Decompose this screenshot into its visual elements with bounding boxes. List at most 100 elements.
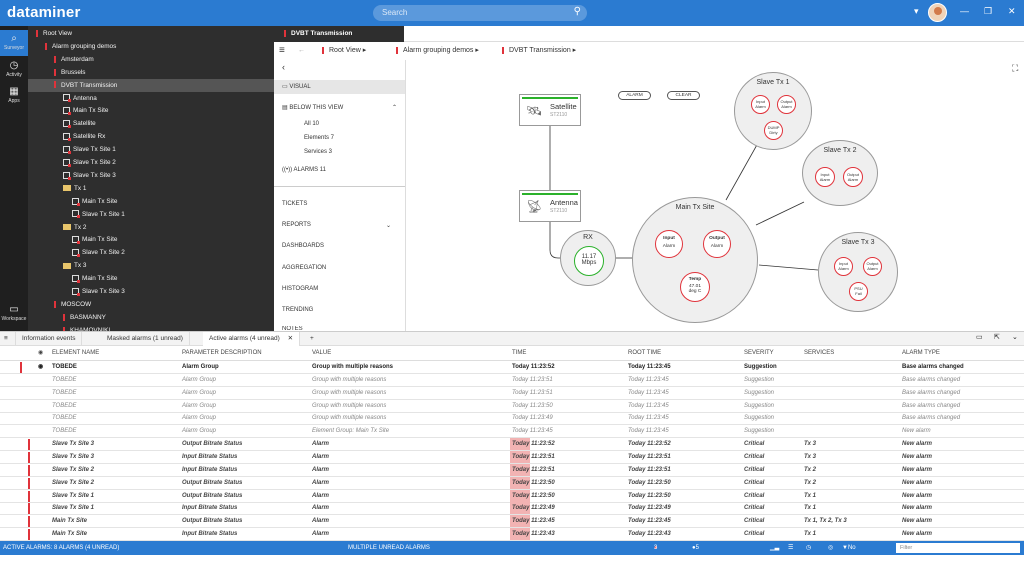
panel-tickets[interactable]: TICKETS: [282, 201, 308, 207]
tree-item[interactable]: Alarm grouping demos: [28, 40, 274, 53]
slave3-psu-sensor[interactable]: PSU Fail: [849, 282, 868, 301]
tree-item[interactable]: Tx 2: [28, 221, 274, 234]
table-row[interactable]: TOBEDE Alarm Group Group with multiple rea…: [0, 387, 1024, 400]
table-row[interactable]: TOBEDE Alarm Group Group with multiple rea…: [0, 412, 1024, 426]
slave3-input-sensor[interactable]: Input Alarm: [834, 257, 853, 276]
collapse-panel-icon[interactable]: ⌄: [1012, 334, 1018, 341]
panel-alarms[interactable]: ((•)) ALARMS 11: [282, 167, 327, 173]
table-row[interactable]: TOBEDE Alarm Group Element Group: Main Tx …: [0, 425, 1024, 439]
breadcrumb-item[interactable]: Alarm grouping demos ▸: [396, 42, 479, 60]
table-row[interactable]: Slave Tx Site 3 Input Bitrate Status Alarm…: [0, 450, 1024, 464]
search-input[interactable]: Search ⚲: [373, 5, 587, 21]
table-row[interactable]: ◉ TOBEDE Alarm Group Group with multiple re…: [0, 361, 1024, 374]
rx-node[interactable]: RX 11.17 Mbps: [560, 230, 616, 286]
collapse-icon[interactable]: ‹: [282, 62, 285, 72]
col-value[interactable]: VALUE: [312, 350, 332, 356]
close-tab-icon[interactable]: ✕: [287, 335, 294, 342]
table-row[interactable]: TOBEDE Alarm Group Group with multiple rea…: [0, 400, 1024, 413]
sort-icon[interactable]: ☰: [788, 545, 794, 551]
status-suggestion[interactable]: ● 5 SUGGESTION: [692, 541, 736, 565]
col-time[interactable]: TIME: [512, 350, 527, 356]
breadcrumb-item[interactable]: Root View ▸: [322, 42, 366, 60]
chart-icon[interactable]: ▁▃: [770, 545, 780, 551]
panel-aggregation[interactable]: AGGREGATION: [282, 265, 327, 271]
nav-activity[interactable]: ◷ Activity: [0, 60, 28, 78]
col-services[interactable]: SERVICES: [804, 350, 835, 356]
panel-dashboards[interactable]: DASHBOARDS: [282, 243, 325, 249]
main-temp-sensor[interactable]: Temp 47.01 deg C: [680, 272, 710, 302]
tree-item[interactable]: Tx 3: [28, 259, 274, 272]
restore-icon[interactable]: ❐: [984, 6, 993, 16]
tree-item[interactable]: Amsterdam: [28, 53, 274, 66]
breadcrumb-item[interactable]: DVBT Transmission ▸: [502, 42, 576, 60]
tab-active-alarms[interactable]: Active alarms (4 unread) ✕: [203, 332, 301, 346]
col-severity[interactable]: SEVERITY: [744, 350, 774, 356]
tree-item[interactable]: Slave Tx Site 1: [28, 143, 274, 156]
table-row[interactable]: Main Tx Site Output Bitrate Status Alarm To…: [0, 515, 1024, 529]
table-row[interactable]: Slave Tx Site 1 Input Bitrate Status Alarm…: [0, 502, 1024, 516]
panel-histogram[interactable]: HISTOGRAM: [282, 286, 319, 292]
panel-elements[interactable]: Elements 7: [304, 135, 335, 141]
tree-item[interactable]: Slave Tx Site 3: [28, 285, 274, 298]
col-element-name[interactable]: ELEMENT NAME: [52, 350, 100, 356]
clock-icon[interactable]: ◷: [806, 545, 812, 551]
tree-item[interactable]: KHAMOVNIKI: [28, 324, 274, 331]
tree-item[interactable]: Main Tx Site: [28, 233, 274, 246]
select-all-icon[interactable]: ◉: [38, 350, 44, 356]
slave1-output-sensor[interactable]: Output Alarm: [777, 95, 796, 114]
table-row[interactable]: Slave Tx Site 3 Output Bitrate Status Alar…: [0, 438, 1024, 452]
panel-trending[interactable]: TRENDING: [282, 307, 314, 313]
panel-below-view[interactable]: ▤ BELOW THIS VIEW ⌃: [282, 105, 398, 111]
nav-workspace[interactable]: ▭ Workspace: [0, 304, 28, 322]
dropdown-icon[interactable]: ▾: [914, 6, 919, 16]
slave2-output-sensor[interactable]: Output Alarm: [843, 167, 863, 187]
search-icon[interactable]: ⚲: [573, 6, 581, 17]
tree-item[interactable]: Main Tx Site: [28, 104, 274, 117]
tree-item[interactable]: Slave Tx Site 2: [28, 246, 274, 259]
panel-reports[interactable]: REPORTS ⌄: [282, 222, 391, 229]
slave-tx-2-node[interactable]: Slave Tx 2 Input Alarm Output Alarm: [802, 140, 878, 206]
tree-item[interactable]: Tx 1: [28, 182, 274, 195]
minimize-icon[interactable]: —: [960, 6, 969, 16]
tree-item[interactable]: Main Tx Site: [28, 195, 274, 208]
group-icon[interactable]: ◉: [38, 364, 44, 370]
slave-tx-1-node[interactable]: Slave Tx 1 Input Alarm Output Alarm DUMP Di…: [734, 72, 812, 150]
tree-item[interactable]: Slave Tx Site 3: [28, 169, 274, 182]
panel-services[interactable]: Services 3: [304, 149, 333, 155]
menu-icon[interactable]: ≡: [0, 332, 16, 346]
table-row[interactable]: TOBEDE Alarm Group Group with multiple rea…: [0, 374, 1024, 387]
chevron-up-icon[interactable]: ⌃: [392, 105, 398, 111]
nav-surveyor[interactable]: ⌕ Surveyor: [0, 30, 28, 56]
panel-visual[interactable]: ▭ VISUAL: [274, 80, 405, 94]
avatar[interactable]: [928, 3, 947, 22]
table-row[interactable]: Slave Tx Site 1 Output Bitrate Status Alar…: [0, 489, 1024, 503]
back-arrow-icon[interactable]: ←: [298, 47, 305, 54]
panel-all[interactable]: All 10: [304, 121, 320, 127]
tab-information-events[interactable]: Information events: [16, 332, 83, 346]
tree-item[interactable]: Brussels: [28, 66, 274, 79]
col-root-time[interactable]: ROOT TIME: [628, 350, 662, 356]
tree-item[interactable]: Slave Tx Site 1: [28, 208, 274, 221]
slave-tx-3-node[interactable]: Slave Tx 3 Input Alarm Output Alarm PSU Fai…: [818, 232, 898, 312]
antenna-node[interactable]: 📡︎ Antenna ST2110: [519, 190, 581, 222]
slave1-dump-sensor[interactable]: DUMP Dirty: [764, 121, 783, 140]
clear-button[interactable]: CLEAR: [667, 91, 700, 100]
tree-item[interactable]: BASMANNY: [28, 311, 274, 324]
panel-notes[interactable]: NOTES: [282, 326, 303, 331]
target-icon[interactable]: ◎: [828, 545, 834, 551]
maximize-icon[interactable]: ▭: [976, 334, 983, 341]
table-row[interactable]: Main Tx Site Input Bitrate Status Alarm Tod…: [0, 528, 1024, 542]
tree-item[interactable]: Root View: [28, 27, 274, 40]
slave2-input-sensor[interactable]: Input Alarm: [815, 167, 835, 187]
chevron-down-icon[interactable]: ⌄: [386, 223, 392, 229]
filter-input[interactable]: Filter: [896, 543, 1020, 553]
tree-item[interactable]: DVBT Transmission: [28, 78, 274, 92]
table-row[interactable]: Slave Tx Site 2 Input Bitrate Status Alarm…: [0, 463, 1024, 477]
main-input-sensor[interactable]: Input Alarm: [655, 230, 683, 258]
table-row[interactable]: Slave Tx Site 2 Output Bitrate Status Alar…: [0, 476, 1024, 490]
slave1-input-sensor[interactable]: Input Alarm: [751, 95, 770, 114]
fullscreen-icon[interactable]: ⛶: [1012, 63, 1019, 73]
tree-item[interactable]: Satellite: [28, 117, 274, 130]
add-tab-button[interactable]: +: [310, 335, 314, 342]
col-parameter-description[interactable]: PARAMETER DESCRIPTION: [182, 350, 262, 356]
